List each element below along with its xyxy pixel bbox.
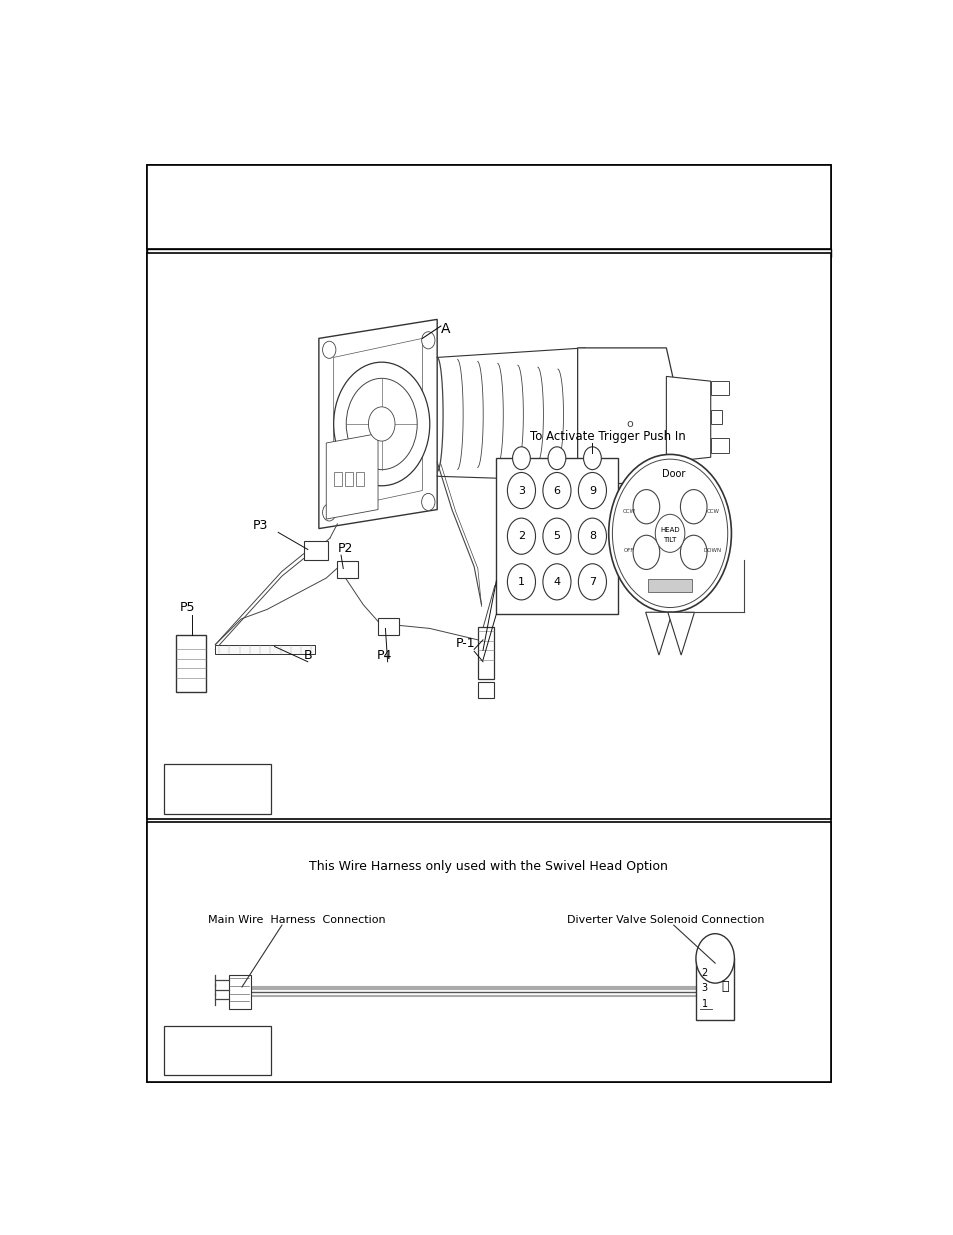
Circle shape (507, 563, 535, 600)
Polygon shape (577, 348, 680, 485)
Text: P4: P4 (376, 648, 392, 662)
Circle shape (368, 406, 395, 441)
Circle shape (578, 473, 606, 509)
Text: 8: 8 (588, 531, 596, 541)
Circle shape (322, 341, 335, 358)
Text: 2: 2 (701, 968, 707, 978)
Text: To Activate Trigger Push In: To Activate Trigger Push In (529, 430, 684, 443)
Text: 1: 1 (517, 577, 524, 587)
Circle shape (507, 473, 535, 509)
Circle shape (421, 494, 435, 510)
Circle shape (679, 535, 706, 569)
Circle shape (612, 459, 727, 608)
Bar (334, 472, 341, 485)
Circle shape (695, 934, 734, 983)
Circle shape (633, 535, 659, 569)
Bar (147, 823, 830, 1082)
Bar (477, 626, 494, 679)
Circle shape (322, 504, 335, 521)
Polygon shape (645, 613, 672, 655)
Text: P3: P3 (252, 520, 268, 532)
Text: 3: 3 (701, 983, 707, 993)
Bar (147, 253, 830, 819)
Text: o: o (625, 419, 632, 429)
Text: TILT: TILT (662, 537, 676, 543)
Bar (164, 764, 271, 814)
Text: P-1: P-1 (456, 637, 475, 651)
Bar (337, 561, 357, 578)
Polygon shape (215, 645, 314, 655)
Text: HEAD: HEAD (659, 526, 679, 532)
Bar (304, 541, 328, 559)
Circle shape (679, 489, 706, 524)
Text: CCW: CCW (622, 509, 636, 514)
Polygon shape (665, 377, 710, 462)
Text: B: B (304, 648, 313, 662)
Text: 9: 9 (588, 485, 596, 495)
Text: P2: P2 (337, 542, 353, 556)
Bar (164, 1026, 271, 1076)
Circle shape (578, 563, 606, 600)
Bar (710, 410, 721, 424)
Bar (647, 579, 692, 593)
Bar (147, 165, 830, 249)
Circle shape (512, 447, 530, 469)
Text: A: A (440, 322, 450, 336)
Bar (229, 974, 251, 1009)
Circle shape (507, 519, 535, 555)
Polygon shape (326, 433, 377, 519)
Bar (176, 635, 206, 692)
Text: DOWN: DOWN (703, 548, 721, 553)
Circle shape (547, 447, 565, 469)
Bar (710, 438, 728, 452)
Circle shape (655, 514, 684, 552)
Text: 1: 1 (701, 999, 707, 1009)
Text: 5: 5 (553, 531, 559, 541)
Text: OFF: OFF (623, 548, 634, 553)
Text: CCW: CCW (706, 509, 719, 514)
Polygon shape (318, 320, 436, 529)
Text: ⏚: ⏚ (721, 981, 728, 993)
Text: Door: Door (661, 469, 685, 479)
Bar (696, 958, 734, 1020)
Bar (496, 458, 617, 614)
Circle shape (542, 519, 571, 555)
Circle shape (583, 447, 600, 469)
Circle shape (542, 563, 571, 600)
Bar (344, 472, 353, 485)
Circle shape (542, 473, 571, 509)
Bar (710, 382, 728, 395)
Polygon shape (667, 613, 694, 655)
Circle shape (421, 332, 435, 348)
Text: 6: 6 (553, 485, 559, 495)
Text: 3: 3 (517, 485, 524, 495)
Bar (355, 472, 364, 485)
Circle shape (578, 519, 606, 555)
Circle shape (608, 454, 731, 613)
Circle shape (346, 378, 416, 469)
Text: 4: 4 (553, 577, 560, 587)
Text: P5: P5 (180, 601, 195, 614)
Circle shape (334, 362, 429, 485)
Circle shape (633, 489, 659, 524)
Text: This Wire Harness only used with the Swivel Head Option: This Wire Harness only used with the Swi… (309, 860, 668, 873)
Text: 2: 2 (517, 531, 524, 541)
Text: Diverter Valve Solenoid Connection: Diverter Valve Solenoid Connection (566, 915, 763, 925)
Bar (147, 249, 830, 257)
Text: 7: 7 (588, 577, 596, 587)
Bar (477, 682, 494, 698)
Text: Main Wire  Harness  Connection: Main Wire Harness Connection (208, 915, 385, 925)
Bar (377, 618, 398, 635)
